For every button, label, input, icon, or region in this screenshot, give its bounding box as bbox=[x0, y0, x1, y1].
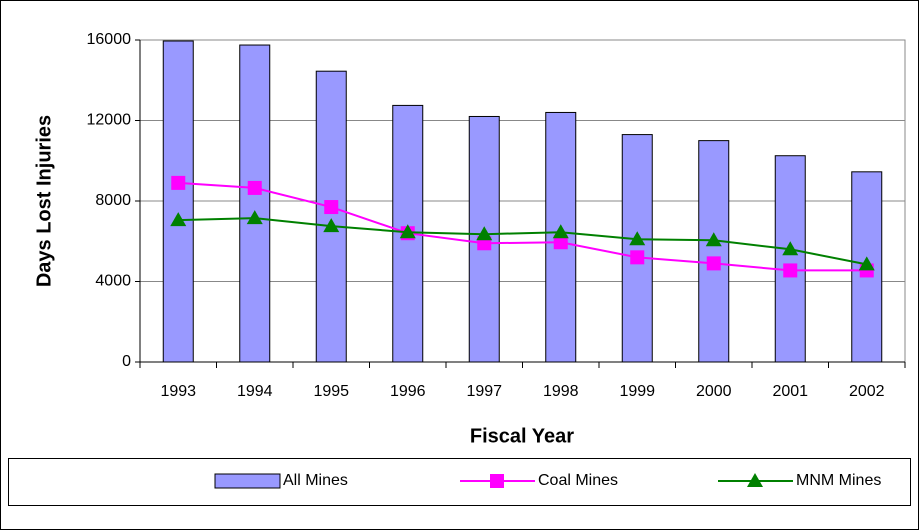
point bbox=[324, 200, 339, 215]
bar bbox=[698, 140, 730, 363]
x-tick-label: 2002 bbox=[849, 383, 885, 400]
y-tick-label: 0 bbox=[122, 353, 131, 370]
point bbox=[705, 232, 722, 247]
point bbox=[170, 212, 187, 227]
x-tick-label: 1999 bbox=[619, 383, 655, 400]
point bbox=[476, 226, 493, 241]
x-tick-label: 1995 bbox=[313, 383, 349, 400]
point bbox=[553, 235, 568, 250]
point bbox=[246, 210, 263, 225]
point bbox=[171, 175, 186, 190]
legend-label: Coal Mines bbox=[538, 472, 618, 489]
y-tick-label: 4000 bbox=[95, 273, 131, 290]
point bbox=[552, 224, 569, 239]
legend-label: MNM Mines bbox=[796, 472, 881, 489]
bar bbox=[162, 40, 194, 363]
legend-label: All Mines bbox=[283, 472, 348, 489]
legend-marker bbox=[490, 474, 504, 488]
bar bbox=[774, 155, 806, 363]
x-axis-label: Fiscal Year bbox=[470, 425, 574, 447]
x-tick-label: 2001 bbox=[772, 383, 808, 400]
bar bbox=[239, 44, 271, 363]
x-tick-label: 1997 bbox=[466, 383, 502, 400]
y-axis-label: Days Lost Injuries bbox=[33, 115, 55, 287]
point bbox=[706, 256, 721, 271]
bar bbox=[315, 70, 347, 363]
y-tick-label: 16000 bbox=[87, 31, 132, 48]
x-tick-label: 1998 bbox=[543, 383, 579, 400]
y-tick-label: 8000 bbox=[95, 192, 131, 209]
point bbox=[858, 256, 875, 271]
line bbox=[178, 217, 867, 266]
x-tick-label: 1994 bbox=[237, 383, 273, 400]
line bbox=[178, 181, 867, 272]
point bbox=[247, 180, 262, 195]
bar bbox=[621, 134, 653, 363]
point bbox=[399, 224, 416, 239]
point bbox=[782, 241, 799, 256]
legend-swatch bbox=[214, 473, 281, 489]
x-tick-label: 1996 bbox=[390, 383, 426, 400]
y-tick-label: 12000 bbox=[87, 112, 132, 129]
point bbox=[323, 218, 340, 233]
point bbox=[783, 263, 798, 278]
point bbox=[629, 231, 646, 246]
x-tick-label: 1993 bbox=[160, 383, 196, 400]
x-tick-label: 2000 bbox=[696, 383, 732, 400]
legend-marker bbox=[747, 473, 763, 487]
point bbox=[630, 250, 645, 265]
